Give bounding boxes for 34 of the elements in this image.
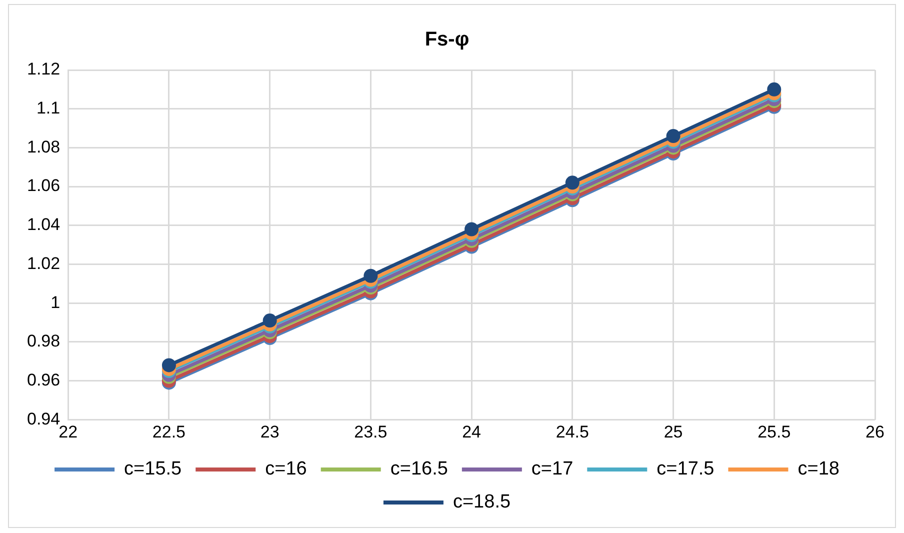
legend-label: c=18 [798, 458, 840, 480]
point [464, 222, 479, 236]
x-tick-label: 22.5 [152, 422, 186, 442]
x-tick-label: 24.5 [556, 422, 589, 442]
x-tick-label: 26 [866, 422, 884, 442]
y-tick-label: 0.96 [26, 370, 60, 390]
y-tick-label: 1.12 [26, 60, 60, 79]
point [767, 82, 782, 96]
x-tick-label: 25.5 [758, 422, 791, 442]
y-tick-label: 0.98 [26, 332, 60, 351]
legend-label: c=15.5 [124, 458, 182, 480]
x-tick-label: 22 [58, 422, 78, 442]
chart-title: Fs-φ [424, 28, 470, 51]
legend-label: c=17.5 [656, 458, 714, 480]
y-tick-label: 1.08 [26, 137, 60, 156]
y-tick-label: 1 [50, 292, 60, 312]
y-tick-label: 1.1 [36, 98, 60, 118]
x-tick-label: 23.5 [354, 422, 388, 442]
y-tick-label: 1.06 [26, 176, 60, 196]
y-tick-label: 1.04 [26, 215, 60, 234]
point [162, 358, 176, 372]
y-tick-label: 1.02 [26, 254, 60, 273]
legend-label: c=17 [531, 458, 574, 480]
point [364, 268, 378, 283]
x-tick-label: 25 [664, 422, 683, 442]
point [262, 314, 277, 328]
legend-label: c=18.5 [452, 492, 511, 513]
x-tick-label: 23 [260, 422, 280, 442]
point [666, 129, 680, 144]
legend-label: c=16 [265, 458, 307, 480]
x-tick-label: 24 [462, 422, 482, 442]
point [565, 176, 580, 190]
legend-label: c=16.5 [390, 458, 448, 480]
y-tick-label: 0.94 [26, 409, 60, 428]
